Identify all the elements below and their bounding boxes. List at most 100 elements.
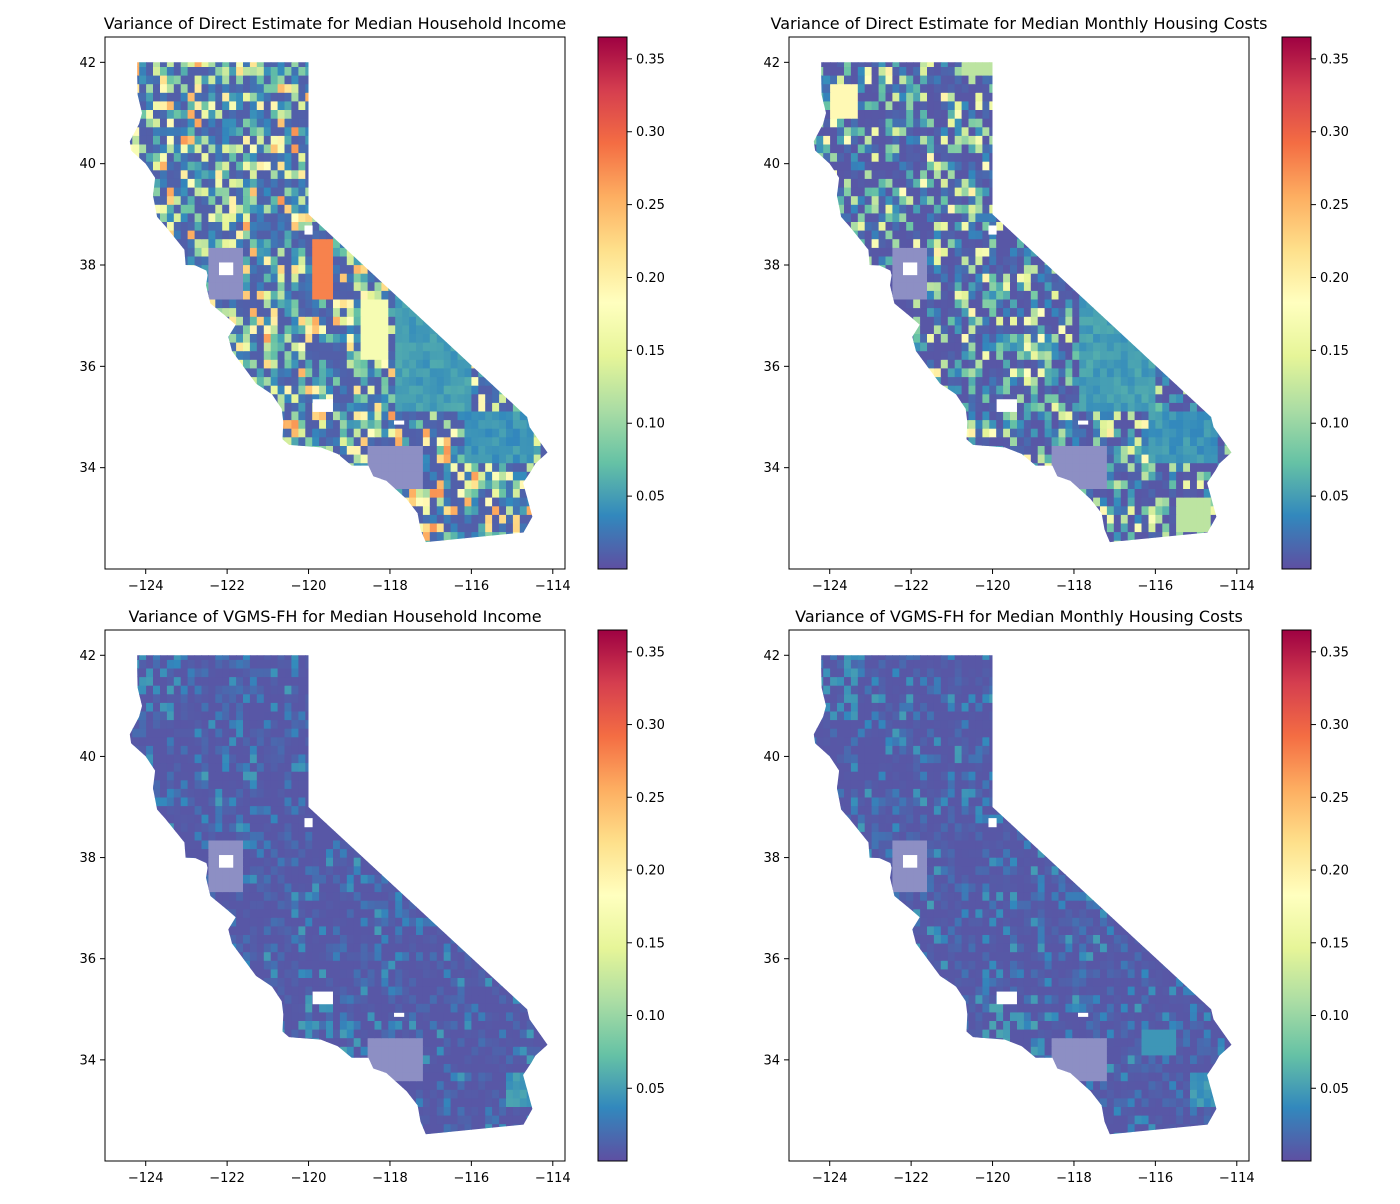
tract-cell <box>934 523 942 532</box>
tract-cell <box>278 420 286 429</box>
tract-cell <box>333 385 341 394</box>
tract-cell <box>319 213 327 222</box>
tract-cell <box>851 480 859 489</box>
tract-cell <box>174 445 182 454</box>
tract-cell <box>492 497 500 506</box>
tract-cell <box>340 127 348 136</box>
tract-cell <box>844 420 852 429</box>
tract-cell <box>492 187 500 196</box>
tract-cell <box>375 256 383 265</box>
tract-cell <box>188 368 196 377</box>
tract-cell <box>215 325 223 334</box>
tract-cell <box>892 480 900 489</box>
tract-cell <box>278 506 286 515</box>
tract-cell <box>1107 488 1115 497</box>
tract-cell <box>409 273 417 282</box>
tract-cell <box>1121 488 1129 497</box>
tract-cell <box>975 368 983 377</box>
tract-cell <box>285 256 293 265</box>
tract-cell <box>368 342 376 351</box>
tract-cell <box>1225 454 1233 463</box>
tract-cell <box>837 497 845 506</box>
tract-cell <box>388 144 396 153</box>
tract-cell <box>809 454 817 463</box>
tract-cell <box>982 523 990 532</box>
tract-cell <box>416 488 424 497</box>
tract-cell <box>872 497 880 506</box>
tract-cell <box>541 75 549 84</box>
tract-cell <box>361 359 369 368</box>
tract-cell <box>174 394 182 403</box>
tract-cell <box>430 463 438 472</box>
tract-cell <box>243 84 251 93</box>
tract-cell <box>160 127 168 136</box>
tract-cell <box>458 316 466 325</box>
tract-cell <box>326 66 334 75</box>
tract-cell <box>298 428 306 437</box>
tract-cell <box>160 299 168 308</box>
tract-cell <box>851 428 859 437</box>
tract-cell <box>195 282 203 291</box>
tract-cell <box>478 532 486 541</box>
tract-cell <box>809 445 817 454</box>
tract-cell <box>125 144 132 153</box>
tract-cell <box>975 523 983 532</box>
tract-cell <box>1065 385 1073 394</box>
tract-cell <box>920 454 928 463</box>
tract-cell <box>202 333 210 342</box>
tract-cell <box>243 66 251 75</box>
tract-cell <box>347 480 355 489</box>
tract-cell <box>202 75 210 84</box>
tract-cell <box>368 75 376 84</box>
tract-cell <box>347 316 355 325</box>
tract-cell <box>333 463 341 472</box>
tract-cell <box>1121 402 1129 411</box>
tract-cell <box>423 540 431 549</box>
tract-cell <box>271 445 279 454</box>
tract-cell <box>208 92 216 101</box>
tract-cell <box>160 402 168 411</box>
tract-cell <box>402 75 410 84</box>
tract-cell <box>499 471 507 480</box>
tract-cell <box>872 454 880 463</box>
tract-cell <box>222 394 230 403</box>
tract-cell <box>941 514 949 523</box>
tract-cell <box>913 532 921 541</box>
tract-cell <box>541 497 549 506</box>
tract-cell <box>236 213 244 222</box>
tract-cell <box>492 402 500 411</box>
tract-cell <box>250 110 258 119</box>
tract-cell <box>858 471 866 480</box>
tract-cell <box>167 135 175 144</box>
tract-cell <box>982 377 990 386</box>
tract-cell <box>250 66 258 75</box>
tract-cell <box>837 445 845 454</box>
tract-cell <box>291 247 299 256</box>
tract-cell <box>816 463 824 472</box>
tract-cell <box>153 394 161 403</box>
tract-cell <box>153 359 161 368</box>
tract-cell <box>451 170 459 179</box>
tract-cell <box>465 437 473 446</box>
tract-cell <box>319 454 327 463</box>
tract-cell <box>195 247 203 256</box>
tract-cell <box>444 75 452 84</box>
tract-cell <box>1017 394 1025 403</box>
tract-cell <box>1204 497 1212 506</box>
tract-cell <box>941 488 949 497</box>
tract-cell <box>534 144 542 153</box>
tract-cell <box>319 351 327 360</box>
tract-cell <box>264 316 272 325</box>
tract-cell <box>865 532 873 541</box>
tract-cell <box>271 161 279 170</box>
tract-cell <box>153 463 161 472</box>
tract-cell <box>830 402 838 411</box>
tract-cell <box>298 75 306 84</box>
tract-cell <box>354 359 362 368</box>
tract-cell <box>541 428 549 437</box>
tract-cell <box>520 385 528 394</box>
tract-cell <box>167 204 175 213</box>
tract-cell <box>1079 359 1087 368</box>
tract-cell <box>195 290 203 299</box>
tract-cell <box>423 230 431 239</box>
